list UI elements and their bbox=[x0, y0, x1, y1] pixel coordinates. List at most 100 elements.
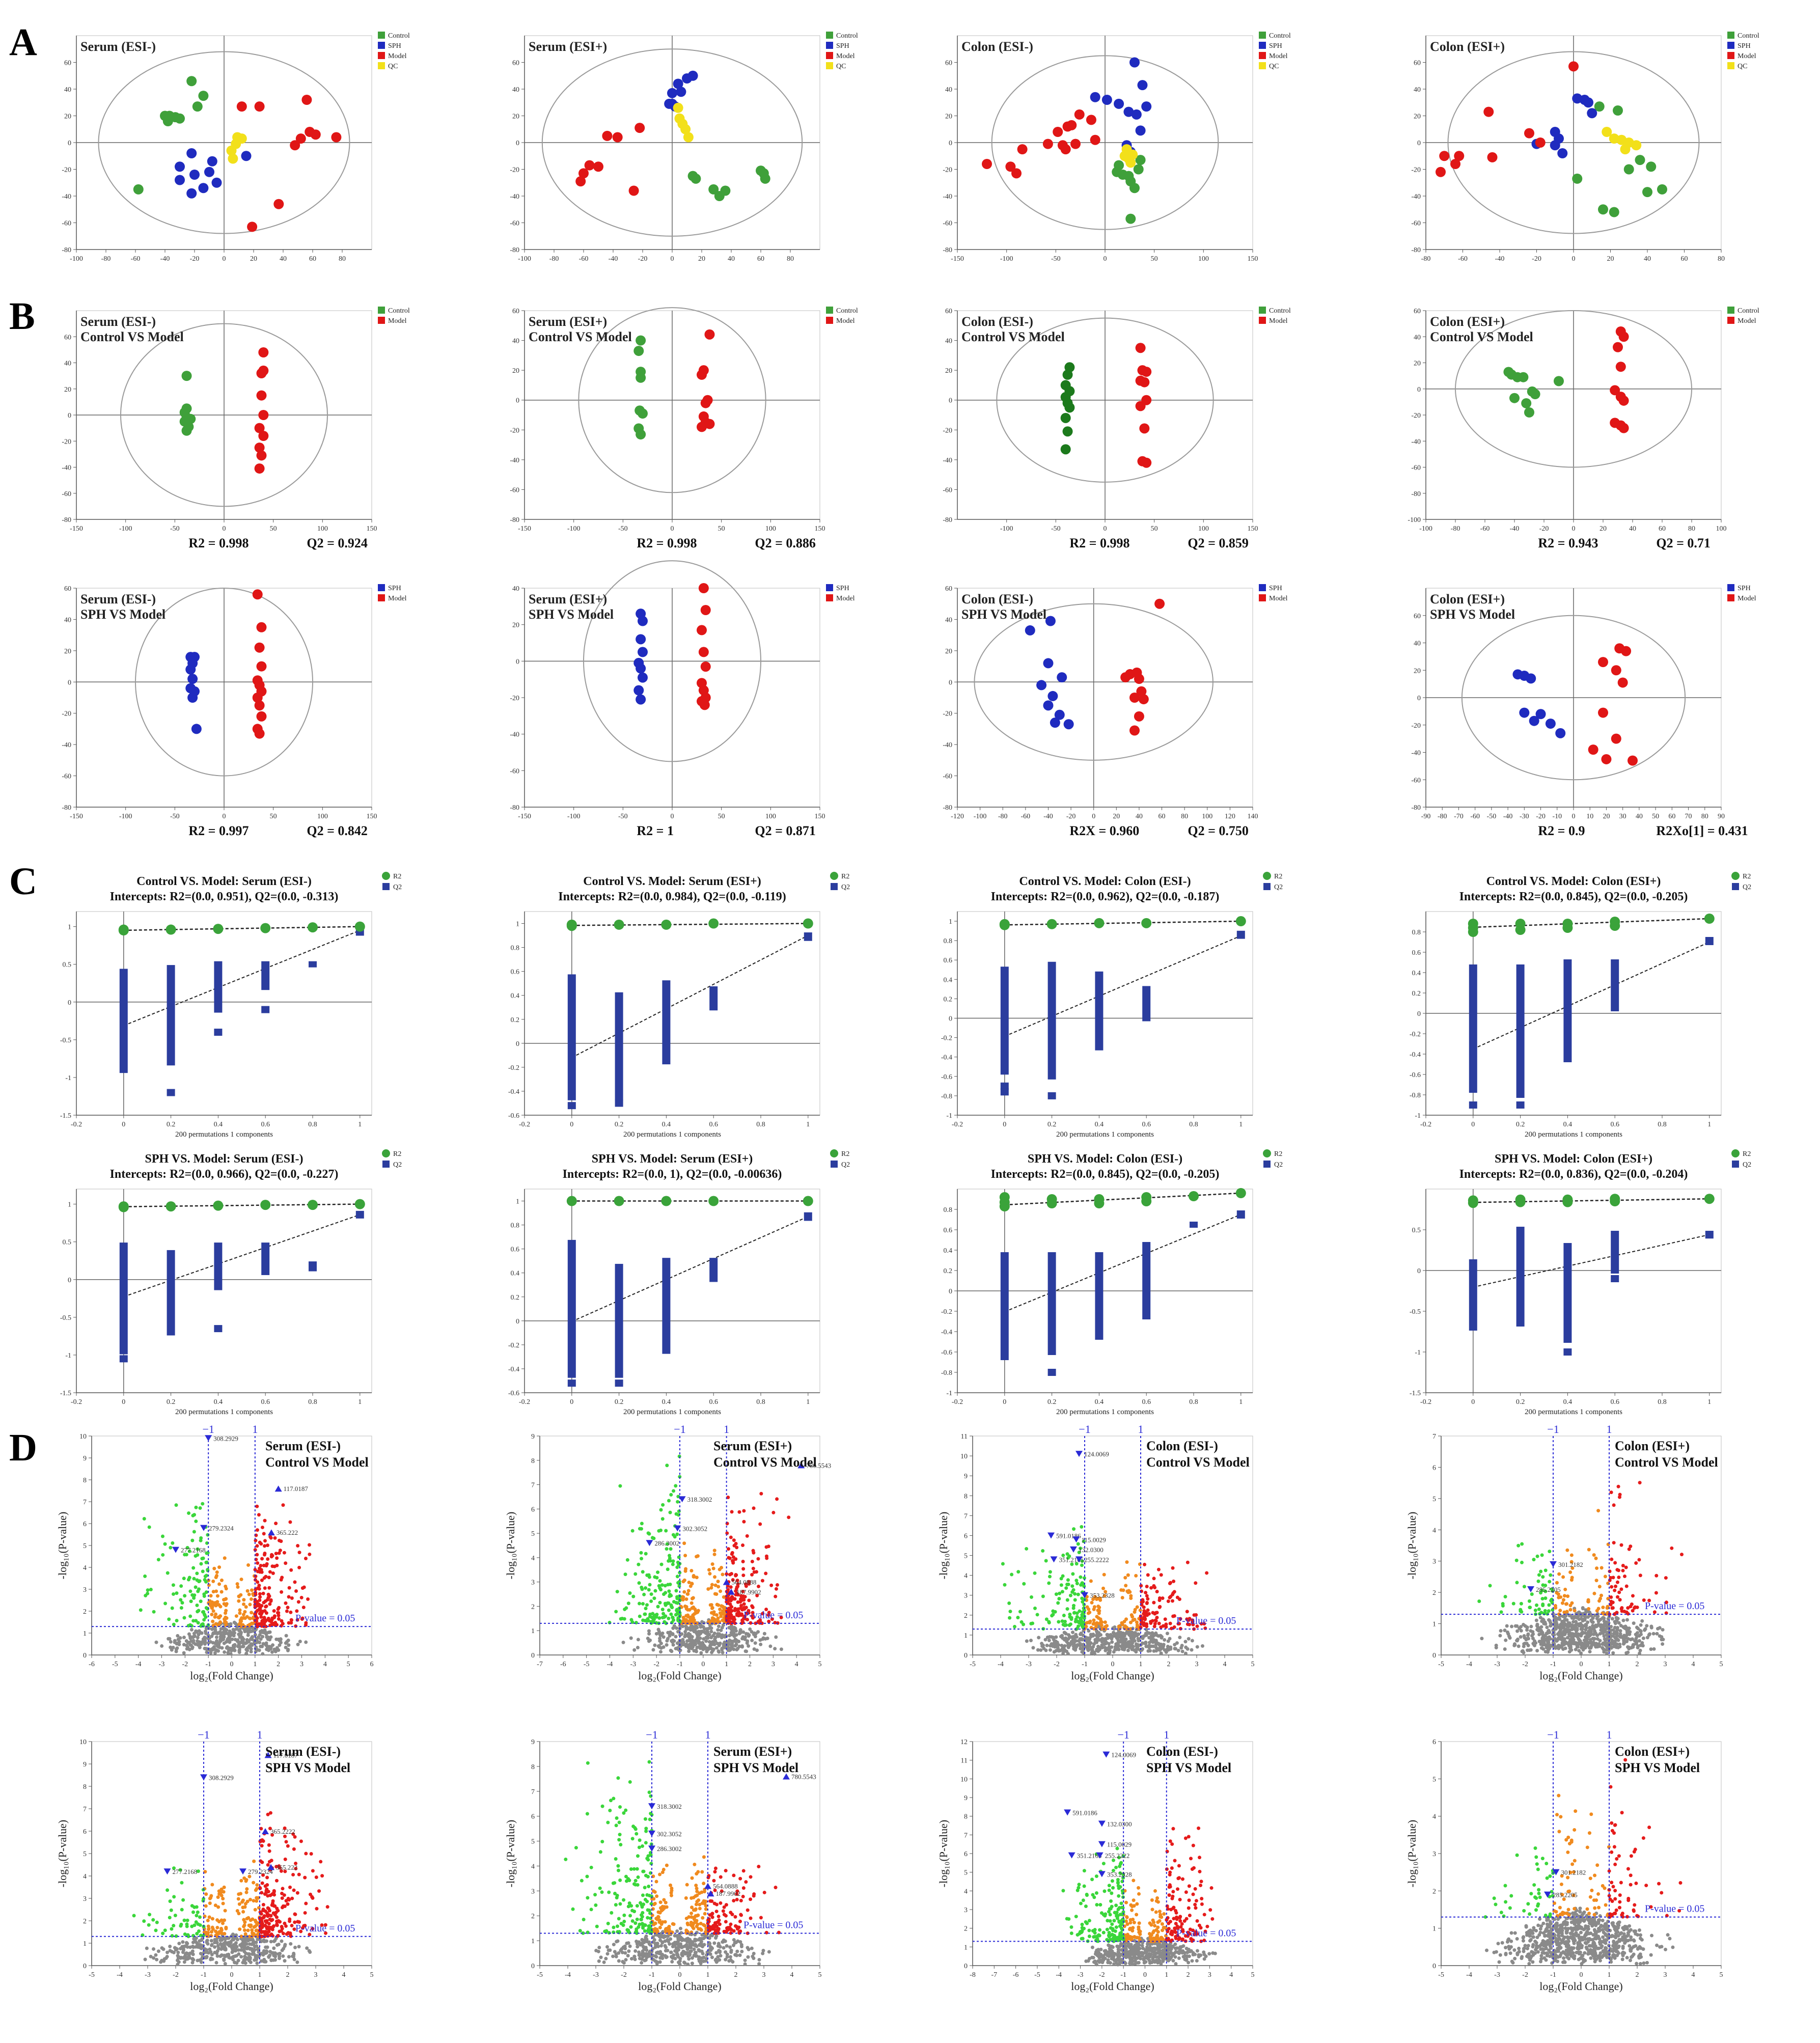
volcano-point-down bbox=[1062, 1613, 1066, 1617]
score-plot-a2: -100 -80 -60 -40 -20 0 20 40 60 80-80-60-40-20020… bbox=[510, 32, 858, 263]
volcano-point-up bbox=[1624, 1584, 1629, 1588]
volcano-point-down bbox=[163, 1602, 168, 1606]
volcano-point-ns bbox=[1540, 1636, 1545, 1640]
volcano-point-ns bbox=[1087, 1629, 1091, 1633]
data-point-model bbox=[1154, 598, 1165, 609]
volcano-point-up bbox=[273, 1536, 277, 1540]
q2-regression-line bbox=[1473, 1234, 1710, 1288]
x-tick-label: 0.2 bbox=[1516, 1121, 1525, 1128]
volcano-point-ns bbox=[741, 1630, 746, 1634]
q2-permutation-column bbox=[662, 1258, 671, 1354]
x-tick-label: 0.2 bbox=[167, 1121, 176, 1128]
y-tick-label: 40 bbox=[945, 338, 952, 345]
data-point-model bbox=[254, 728, 265, 739]
volcano-point-ns bbox=[1635, 1641, 1639, 1645]
chart-title: Colon (ESI+) bbox=[1430, 39, 1505, 54]
volcano-point-mid bbox=[212, 1566, 216, 1570]
volcano-point-down bbox=[671, 1616, 675, 1620]
x-tick-label: 2 bbox=[748, 1661, 752, 1668]
volcano-point-ns bbox=[1054, 1635, 1058, 1639]
volcano-point-ns bbox=[1602, 1634, 1606, 1638]
q2-permutation-point bbox=[1469, 1101, 1477, 1109]
x-tick-label: -2 bbox=[653, 1661, 659, 1668]
data-point-model bbox=[1139, 423, 1150, 434]
volcano-point-ns bbox=[236, 1638, 240, 1642]
volcano-point-up bbox=[260, 1578, 264, 1582]
legend-swatch bbox=[1259, 307, 1266, 314]
volcano-point-up bbox=[255, 1504, 259, 1508]
volcano-point-ns bbox=[1119, 1640, 1123, 1644]
volcano-point-ns bbox=[187, 1632, 191, 1636]
y-tick-label: -40 bbox=[510, 457, 519, 464]
volcano-point-down bbox=[664, 1591, 668, 1595]
y-tick-label: 0 bbox=[1417, 386, 1421, 394]
volcano-point-ns bbox=[1126, 1643, 1130, 1647]
volcano-point-up bbox=[1145, 1594, 1149, 1598]
data-point-model bbox=[578, 168, 589, 179]
volcano-point-down bbox=[1503, 1595, 1507, 1599]
x-tick-label: 3 bbox=[1664, 1661, 1667, 1668]
y-tick-label: -0.4 bbox=[1410, 1051, 1421, 1059]
data-point-sph bbox=[186, 148, 197, 158]
data-point-sph bbox=[687, 70, 698, 81]
volcano-point-down bbox=[1008, 1610, 1012, 1614]
data-point-model bbox=[1086, 115, 1096, 125]
x-tick-label: 100 bbox=[1716, 525, 1727, 533]
q2-permutation-column bbox=[804, 1212, 812, 1221]
legend-label: Model bbox=[1738, 595, 1756, 602]
volcano-point-ns bbox=[1150, 1631, 1154, 1635]
volcano-point-ns bbox=[1152, 1649, 1156, 1653]
x-tick-label: 4 bbox=[1692, 1661, 1695, 1668]
volcano-point-down bbox=[649, 1592, 653, 1596]
score-plot-b1: -150 -100 -50 0 50 100 150-80-60-40-200204060S… bbox=[62, 307, 410, 550]
volcano-point-ns bbox=[1040, 1644, 1044, 1648]
volcano-point-ns bbox=[239, 1631, 243, 1635]
volcano-point-ns bbox=[747, 1644, 751, 1648]
data-point-qc bbox=[1602, 127, 1612, 137]
volcano-point-mid bbox=[1562, 1610, 1566, 1614]
y-tick-label: 40 bbox=[64, 360, 71, 368]
annotation-marker bbox=[1076, 1556, 1083, 1563]
volcano-point-mid bbox=[210, 1613, 214, 1617]
volcano-point-ns bbox=[661, 1645, 666, 1649]
y-tick-label: 40 bbox=[512, 86, 519, 94]
q2-permutation-point bbox=[1047, 1369, 1056, 1376]
volcano-point-ns bbox=[1639, 1623, 1643, 1627]
y-tick-label: 40 bbox=[945, 86, 952, 94]
volcano-point-mid bbox=[716, 1616, 720, 1620]
volcano-point-down bbox=[1542, 1612, 1546, 1616]
volcano-point-ns bbox=[230, 1637, 234, 1641]
q2-value: Q2 = 0.71 bbox=[1656, 536, 1711, 550]
volcano-point-down bbox=[633, 1572, 638, 1576]
legend-label: R2 bbox=[1743, 1150, 1751, 1158]
volcano-point-ns bbox=[668, 1632, 672, 1636]
x-axis-label: 200 permutations 1 components bbox=[623, 1408, 721, 1416]
data-point-sph bbox=[676, 87, 686, 97]
x-tick-label: -0.2 bbox=[952, 1398, 963, 1406]
volcano-point-ns bbox=[1113, 1647, 1117, 1651]
x-tick-label: -100 bbox=[1000, 525, 1013, 533]
volcano-point-ns bbox=[209, 1651, 213, 1655]
volcano-point-up bbox=[1621, 1568, 1625, 1572]
data-point-qc bbox=[228, 153, 238, 164]
legend-label: R2 bbox=[1743, 873, 1751, 880]
volcano-point-mid bbox=[251, 1616, 255, 1620]
x-tick-label: 10 bbox=[1586, 813, 1593, 820]
data-point-model bbox=[1487, 152, 1498, 162]
volcano-point-ns bbox=[1571, 1620, 1576, 1624]
volcano-point-ns bbox=[1045, 1643, 1049, 1647]
volcano-point-mid bbox=[234, 1614, 238, 1618]
volcano-point-ns bbox=[188, 1636, 192, 1640]
data-point-control bbox=[162, 116, 173, 126]
volcano-point-mid bbox=[1561, 1575, 1565, 1579]
q2-regression-line bbox=[1004, 935, 1242, 1037]
x-tick-label: 1 bbox=[1239, 1398, 1243, 1406]
volcano-point-mid bbox=[718, 1607, 722, 1611]
volcano-point-down bbox=[645, 1573, 649, 1577]
volcano-point-ns bbox=[1515, 1624, 1519, 1628]
volcano-point-up bbox=[277, 1617, 281, 1621]
volcano-point-ns bbox=[1519, 1628, 1523, 1633]
volcano-point-ns bbox=[210, 1634, 214, 1638]
volcano-point-ns bbox=[1190, 1639, 1194, 1643]
